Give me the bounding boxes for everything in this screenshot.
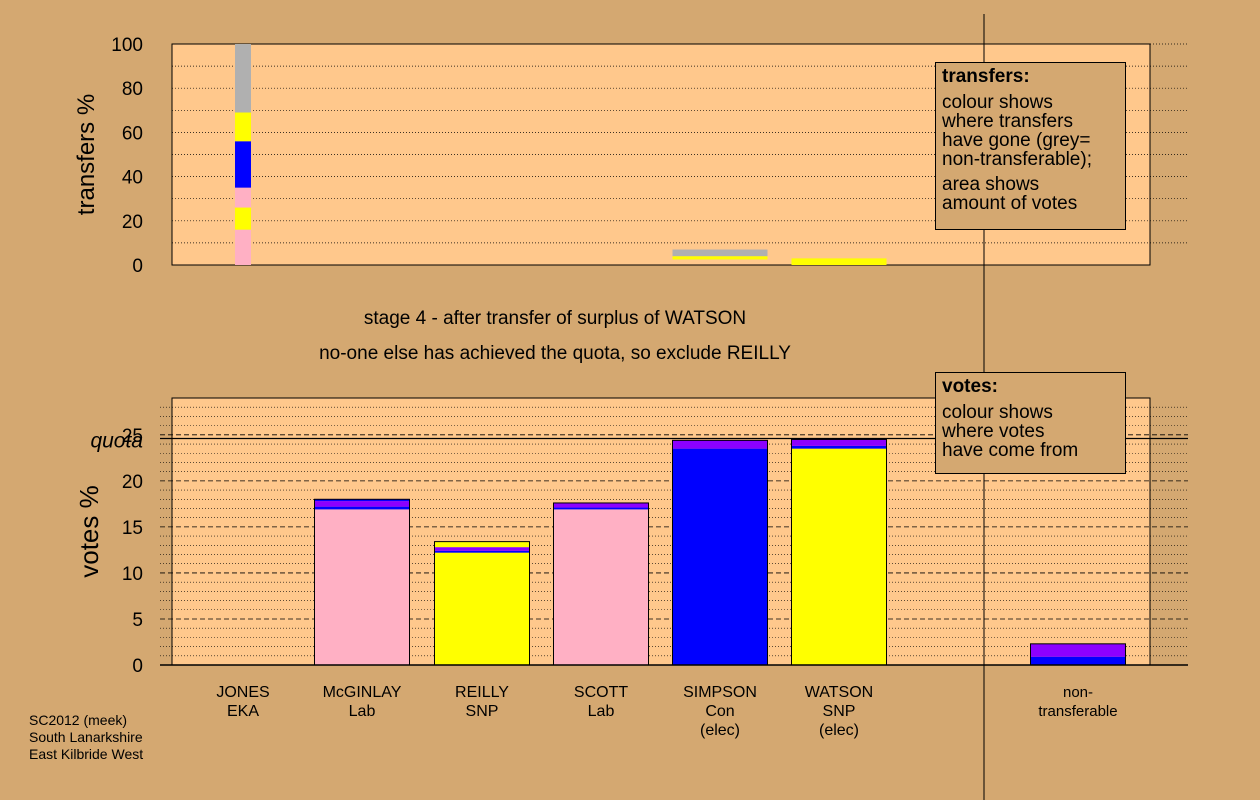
vote-bar-segment bbox=[672, 440, 768, 449]
transfers-legend-line: area shows bbox=[942, 174, 1040, 195]
transfer-bar-segment bbox=[235, 141, 251, 188]
note-text: no-one else has achieved the quota, so e… bbox=[319, 343, 791, 364]
transfers-y-tick-label: 100 bbox=[111, 35, 143, 56]
vote-bar-segment bbox=[314, 501, 410, 507]
transfers-y-tick-label: 0 bbox=[132, 256, 143, 277]
candidate-label: SNP bbox=[466, 703, 499, 720]
votes-legend-title: votes: bbox=[942, 376, 998, 397]
transfer-bar-segment bbox=[672, 249, 768, 257]
votes-legend-line: colour shows bbox=[942, 402, 1053, 423]
vote-bar-segment bbox=[434, 541, 530, 548]
votes-y-tick-label: 15 bbox=[122, 518, 143, 539]
vote-bar-segment bbox=[553, 502, 649, 508]
candidate-label: SCOTT bbox=[574, 684, 628, 701]
candidate-label: Lab bbox=[349, 703, 376, 720]
transfers-legend-line: colour shows bbox=[942, 92, 1053, 113]
transfer-bar-segment bbox=[235, 112, 251, 142]
candidate-label: Con bbox=[705, 703, 734, 720]
vote-bar-segment bbox=[1030, 656, 1126, 665]
quota-label: quota bbox=[90, 430, 143, 453]
transfers-legend-title: transfers: bbox=[942, 66, 1030, 87]
candidate-label: transferable bbox=[1038, 703, 1117, 720]
stage-text: stage 4 - after transfer of surplus of W… bbox=[363, 308, 747, 329]
transfers-y-tick-label: 40 bbox=[122, 168, 143, 189]
vote-bar-segment bbox=[791, 439, 887, 446]
votes-legend-line: where votes bbox=[942, 421, 1045, 442]
transfer-bar-segment bbox=[235, 44, 251, 113]
vote-bar-segment bbox=[1030, 643, 1126, 657]
votes-y-tick-label: 25 bbox=[122, 426, 143, 447]
candidate-label: (elec) bbox=[819, 722, 859, 739]
transfer-bar-segment bbox=[235, 187, 251, 208]
candidate-label: (elec) bbox=[700, 722, 740, 739]
candidate-label: non- bbox=[1063, 684, 1093, 701]
vote-bar-segment bbox=[791, 448, 887, 665]
vote-bar-segment bbox=[314, 509, 410, 665]
transfers-legend-line: where transfers bbox=[942, 111, 1073, 132]
votes-y-tick-label: 5 bbox=[132, 610, 143, 631]
candidate-label: McGINLAY bbox=[323, 684, 402, 701]
votes-y-axis-label: votes % bbox=[74, 485, 104, 578]
transfer-bar-segment bbox=[235, 207, 251, 230]
transfers-legend-line: have gone (grey= bbox=[942, 130, 1091, 151]
candidate-label: SIMPSON bbox=[683, 684, 757, 701]
vote-bar-segment bbox=[434, 552, 530, 665]
transfers-legend-line: non-transferable); bbox=[942, 149, 1092, 170]
source-line: East Kilbride West bbox=[29, 746, 144, 762]
votes-y-tick-label: 20 bbox=[122, 472, 143, 493]
vote-bar-segment bbox=[434, 547, 530, 551]
transfer-bar-segment bbox=[791, 258, 887, 265]
transfers-y-tick-label: 80 bbox=[122, 79, 143, 100]
votes-plot: quota 0 5 10 15 20 25 votes % JONES EKA McGINLAY La… bbox=[74, 397, 1188, 739]
transfers-legend: transfers: colour shows where transfers … bbox=[935, 62, 1126, 230]
source-line: South Lanarkshire bbox=[29, 729, 143, 745]
source-caption: SC2012 (meek) South Lanarkshire East Kil… bbox=[29, 712, 143, 763]
candidate-label: REILLY bbox=[455, 684, 509, 701]
candidate-label: SNP bbox=[823, 703, 856, 720]
votes-y-tick-label: 0 bbox=[132, 656, 143, 677]
vote-bar-segment bbox=[314, 499, 410, 502]
vote-bar-segment bbox=[553, 509, 649, 665]
candidate-label: JONES bbox=[216, 684, 269, 701]
vote-bar-segment bbox=[672, 448, 768, 665]
transfer-bar-segment bbox=[672, 256, 768, 260]
transfers-y-tick-label: 60 bbox=[122, 123, 143, 144]
votes-legend-line: have come from bbox=[942, 440, 1079, 461]
transfers-legend-line: amount of votes bbox=[942, 193, 1078, 214]
vote-bar-segment bbox=[553, 507, 649, 510]
vote-bar-segment bbox=[434, 550, 530, 553]
candidate-label: WATSON bbox=[805, 684, 873, 701]
candidate-label: EKA bbox=[227, 703, 259, 720]
candidate-label: Lab bbox=[588, 703, 615, 720]
transfer-bar-segment bbox=[235, 229, 251, 265]
source-line: SC2012 (meek) bbox=[29, 712, 128, 728]
votes-legend: votes: colour shows where votes have com… bbox=[935, 372, 1126, 474]
votes-y-tick-label: 10 bbox=[122, 564, 143, 585]
transfers-y-axis-label: transfers % bbox=[73, 94, 100, 215]
vote-bar-segment bbox=[791, 445, 887, 449]
vote-bar-segment bbox=[314, 506, 410, 510]
transfers-y-tick-label: 20 bbox=[122, 212, 143, 233]
